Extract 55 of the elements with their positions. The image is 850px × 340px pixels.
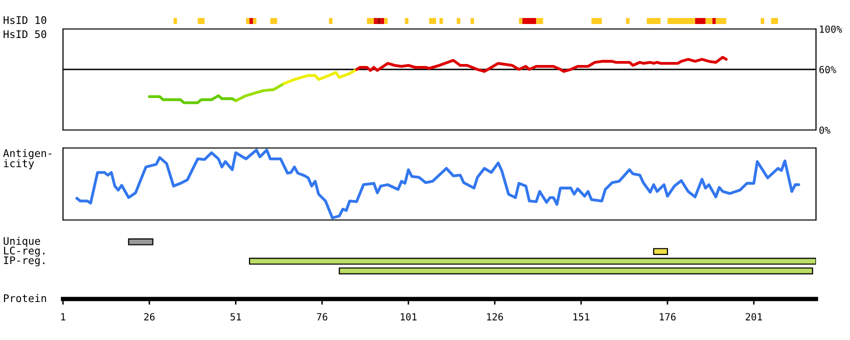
y-tick-label: IP-reg. [4, 256, 44, 266]
bar [252, 18, 256, 24]
bar [174, 18, 177, 24]
bar [377, 18, 381, 24]
bar [270, 18, 278, 24]
bar [198, 18, 205, 24]
bar [429, 18, 436, 24]
bar [626, 18, 630, 24]
bar [667, 18, 696, 24]
bar [771, 18, 778, 24]
x-tick-label: 151 [574, 313, 590, 320]
x-tick-label: 76 [316, 313, 328, 320]
bar [366, 18, 374, 24]
x-tick-label: 1 [61, 313, 66, 320]
line-series [148, 94, 238, 104]
bar [404, 18, 408, 24]
bar [518, 18, 522, 24]
x-tick-label: 26 [144, 313, 155, 320]
y-tick-label: 0% [819, 126, 830, 134]
bar [128, 238, 154, 246]
bar [591, 18, 602, 24]
bar [536, 18, 544, 24]
bar [246, 18, 250, 24]
y-tick-label: 60% [819, 66, 836, 74]
bar [248, 258, 816, 265]
bar [695, 18, 706, 24]
x-tick-label: 101 [400, 313, 417, 320]
bar [716, 18, 726, 24]
x-tick-label: 51 [230, 313, 241, 320]
bar [653, 248, 668, 255]
line-series [355, 56, 728, 73]
y-axis-title: HsID 50 [4, 30, 46, 38]
bar [646, 18, 661, 24]
category-label: HsID 10 [4, 16, 46, 24]
line-series [282, 68, 358, 85]
y-tick-label: 100% [820, 26, 842, 33]
bar [760, 18, 764, 24]
y-tick-label: Unique [4, 236, 40, 247]
bar [470, 18, 474, 24]
y-tick-label: LC-reg. [4, 246, 44, 257]
bar [338, 267, 814, 274]
bar [250, 18, 253, 24]
x-tick-label: 176 [660, 313, 676, 320]
bar [440, 18, 443, 24]
bar [712, 18, 716, 24]
bar [384, 18, 388, 24]
x-tick-label: 201 [746, 313, 762, 320]
bar [374, 18, 378, 24]
x-tick-label: 126 [487, 313, 503, 320]
bar [522, 18, 536, 24]
y-axis-title: Antigen- icity [3, 149, 52, 170]
bar [705, 18, 712, 24]
line-series [234, 82, 286, 102]
bar [328, 18, 332, 24]
x-axis-title: Protein [4, 294, 46, 302]
